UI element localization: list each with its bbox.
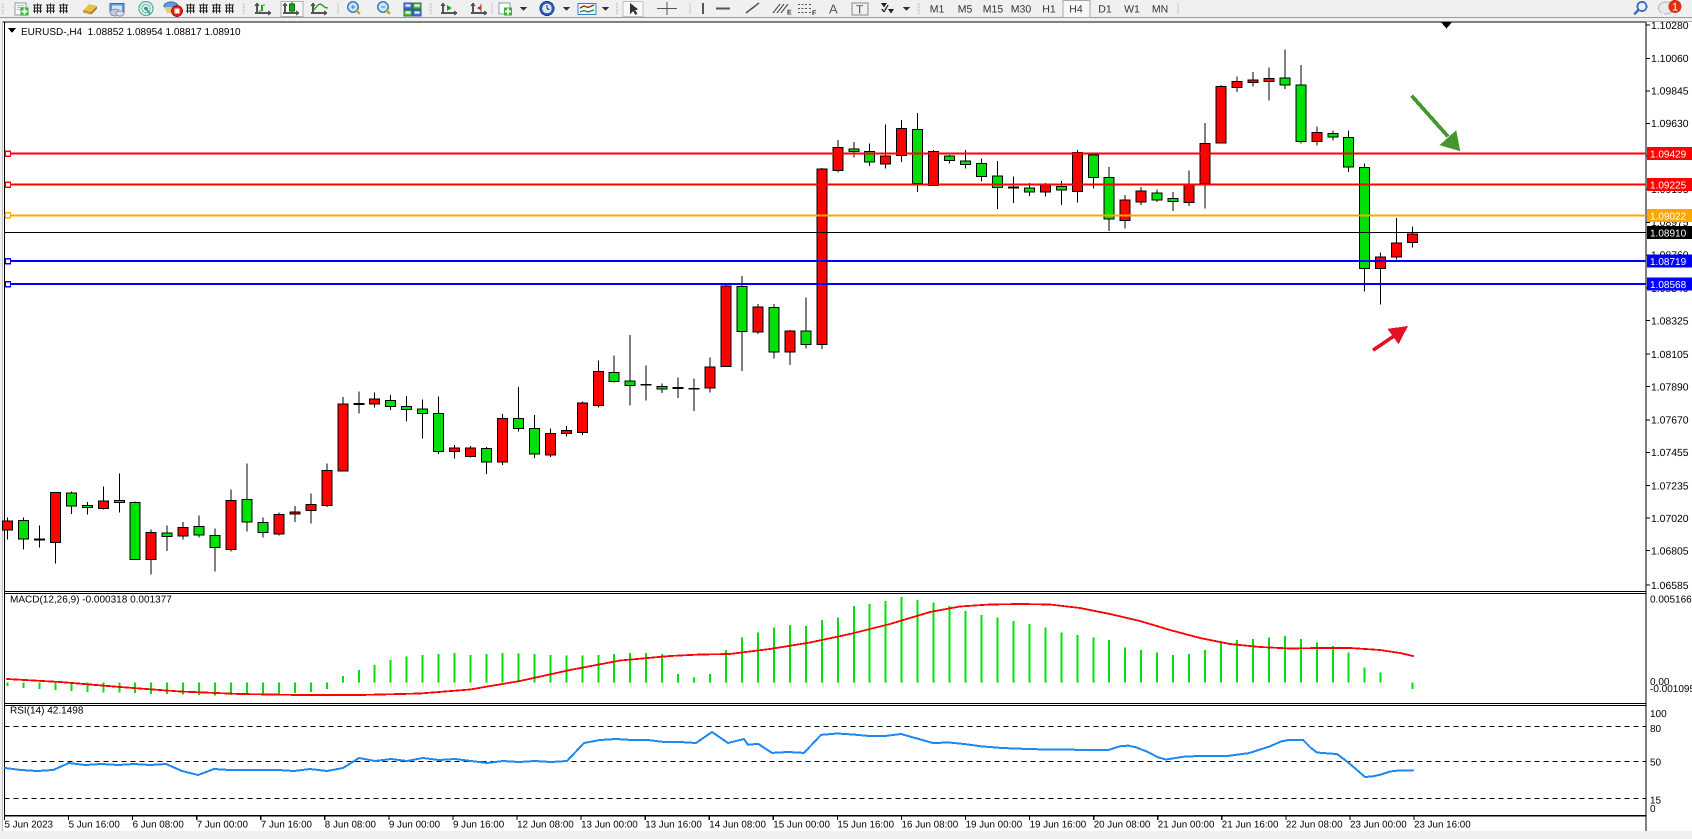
- svg-text:1.06805: 1.06805: [1651, 546, 1689, 557]
- svg-text:19 Jun 00:00: 19 Jun 00:00: [966, 820, 1023, 831]
- svg-text:A: A: [829, 2, 838, 17]
- svg-text:1.06585: 1.06585: [1651, 581, 1689, 592]
- svg-text:1.07235: 1.07235: [1651, 481, 1689, 492]
- svg-text:MN: MN: [1152, 4, 1168, 16]
- svg-text:80: 80: [1650, 724, 1662, 735]
- svg-text:D1: D1: [1098, 4, 1112, 16]
- svg-text:7 Jun 00:00: 7 Jun 00:00: [197, 820, 249, 831]
- svg-text:1.10280: 1.10280: [1651, 21, 1689, 32]
- svg-text:0.00: 0.00: [1650, 677, 1670, 688]
- svg-text:9 Jun 00:00: 9 Jun 00:00: [389, 820, 441, 831]
- svg-text:1.07455: 1.07455: [1651, 448, 1689, 459]
- svg-text:13 Jun 16:00: 13 Jun 16:00: [645, 820, 702, 831]
- svg-text:M15: M15: [983, 4, 1004, 16]
- svg-text:5 Jun 16:00: 5 Jun 16:00: [69, 820, 121, 831]
- svg-text:1.09630: 1.09630: [1651, 119, 1689, 130]
- svg-text:5 Jun 2023: 5 Jun 2023: [5, 820, 54, 831]
- svg-text:1.08975: 1.08975: [1651, 218, 1689, 229]
- svg-text:1: 1: [1672, 2, 1678, 14]
- svg-text:20 Jun 08:00: 20 Jun 08:00: [1094, 820, 1151, 831]
- svg-text:1.08719: 1.08719: [1650, 257, 1687, 268]
- svg-text:22 Jun 08:00: 22 Jun 08:00: [1286, 820, 1343, 831]
- svg-text:23 Jun 16:00: 23 Jun 16:00: [1414, 820, 1471, 831]
- svg-text:E: E: [787, 10, 792, 17]
- svg-text:6 Jun 08:00: 6 Jun 08:00: [133, 820, 185, 831]
- svg-text:1.08568: 1.08568: [1650, 280, 1687, 291]
- svg-text:21 Jun 00:00: 21 Jun 00:00: [1158, 820, 1215, 831]
- svg-text:15 Jun 16:00: 15 Jun 16:00: [837, 820, 894, 831]
- svg-text:23 Jun 00:00: 23 Jun 00:00: [1350, 820, 1407, 831]
- svg-text:M5: M5: [958, 4, 973, 16]
- svg-text:21 Jun 16:00: 21 Jun 16:00: [1222, 820, 1279, 831]
- svg-text:-0.001095: -0.001095: [1650, 684, 1692, 695]
- svg-text:7 Jun 16:00: 7 Jun 16:00: [261, 820, 313, 831]
- svg-text:1.10060: 1.10060: [1651, 54, 1689, 65]
- svg-text:EURUSD-,H4 1.08852 1.08954 1.: EURUSD-,H4 1.08852 1.08954 1.08817 1.089…: [21, 27, 241, 38]
- svg-text:12 Jun 08:00: 12 Jun 08:00: [517, 820, 574, 831]
- svg-text:1.09225: 1.09225: [1650, 181, 1687, 192]
- svg-text:14 Jun 08:00: 14 Jun 08:00: [709, 820, 766, 831]
- svg-text:1.09845: 1.09845: [1651, 87, 1689, 98]
- svg-text:MACD(12,26,9) -0.000318 0.0013: MACD(12,26,9) -0.000318 0.001377: [10, 595, 172, 606]
- svg-text:19 Jun 16:00: 19 Jun 16:00: [1030, 820, 1087, 831]
- svg-text:0.005166: 0.005166: [1650, 594, 1692, 605]
- svg-text:M30: M30: [1011, 4, 1032, 16]
- svg-text:15: 15: [1650, 796, 1662, 807]
- svg-text:8 Jun 08:00: 8 Jun 08:00: [325, 820, 377, 831]
- svg-text:1.07670: 1.07670: [1651, 416, 1689, 427]
- svg-text:1.09022: 1.09022: [1650, 211, 1687, 222]
- svg-text:16 Jun 08:00: 16 Jun 08:00: [902, 820, 959, 831]
- svg-text:F: F: [812, 10, 817, 17]
- svg-text:RSI(14) 42.1498: RSI(14) 42.1498: [10, 706, 84, 717]
- svg-text:1.07890: 1.07890: [1651, 382, 1689, 393]
- svg-text:1.08105: 1.08105: [1651, 350, 1689, 361]
- svg-text:1.08325: 1.08325: [1651, 317, 1689, 328]
- svg-text:0: 0: [1650, 804, 1656, 815]
- svg-text:1.07020: 1.07020: [1651, 514, 1689, 525]
- svg-text:W1: W1: [1124, 4, 1140, 16]
- svg-text:13 Jun 00:00: 13 Jun 00:00: [581, 820, 638, 831]
- svg-text:1.09429: 1.09429: [1650, 150, 1687, 161]
- svg-text:M1: M1: [930, 4, 945, 16]
- svg-text:T: T: [856, 3, 864, 17]
- svg-text:100: 100: [1650, 709, 1667, 720]
- svg-text:15 Jun 00:00: 15 Jun 00:00: [773, 820, 830, 831]
- svg-text:1.08910: 1.08910: [1650, 228, 1687, 239]
- svg-text:H4: H4: [1069, 4, 1083, 16]
- svg-text:9 Jun 16:00: 9 Jun 16:00: [453, 820, 505, 831]
- svg-text:H1: H1: [1042, 4, 1056, 16]
- svg-text:50: 50: [1650, 757, 1662, 768]
